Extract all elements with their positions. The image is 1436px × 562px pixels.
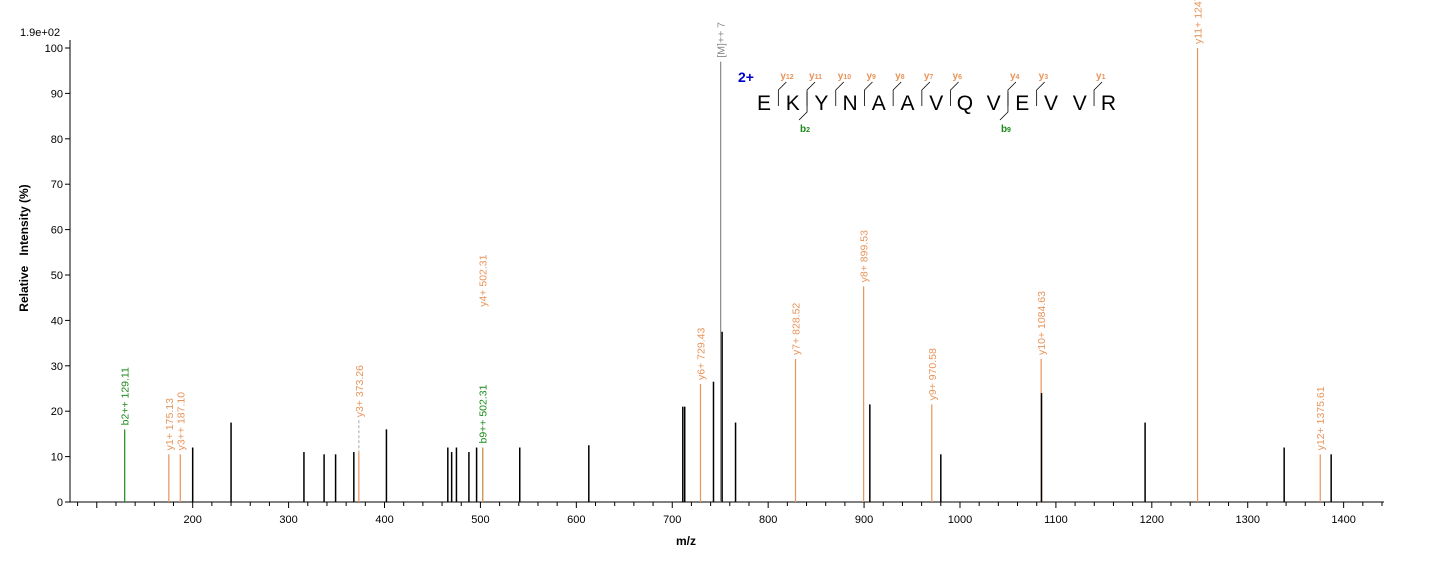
y-ion-bracket [864, 81, 873, 106]
y-ion-bracket [892, 81, 902, 106]
peak-label: y3++ 187.10 [175, 392, 187, 451]
y-ion-label: y4 [1010, 71, 1020, 82]
residue: N [843, 92, 858, 115]
peak-label: [M]++ 7 [716, 22, 728, 58]
x-tick-label: 1400 [1331, 514, 1355, 526]
y-ion-label: y1 [1096, 71, 1106, 82]
y-tick-label: 70 [51, 179, 63, 191]
residue: V [1073, 92, 1087, 115]
y-ion-index: 4 [1016, 74, 1020, 81]
y-ion-label: y6 [953, 71, 963, 82]
y-tick-label: 80 [51, 134, 63, 146]
axis-ticks: 0 10 20 30 40 50 60 70 80 90 100 200 300 400 500 600 700… [45, 43, 1383, 526]
peak-label: y9+ 970.58 [927, 348, 939, 400]
x-tick-label: 1300 [1235, 514, 1259, 526]
peak-label: b2++ 129.11 [120, 367, 132, 425]
y-tick-label: 100 [45, 43, 63, 55]
residue: E [1015, 92, 1029, 115]
peak-label: y6+ 729.43 [695, 328, 707, 380]
x-tick-label: 1200 [1140, 514, 1164, 526]
x-tick-label: 300 [279, 514, 297, 526]
y-ion-label: y12 [780, 71, 793, 82]
y-ion-index: 11 [815, 74, 823, 81]
y-ion-index: 7 [929, 74, 933, 81]
peak-label: y3+ 373.26 [354, 365, 366, 417]
residue: Y [814, 92, 828, 115]
y-ion-bracket [1036, 81, 1045, 106]
peaks [124, 48, 1332, 502]
y-ion-index: 8 [901, 74, 905, 81]
b-ion-bracket [798, 92, 808, 121]
y-tick-label: 20 [51, 406, 63, 418]
residue: Q [957, 92, 973, 115]
b-ion-index: 2 [806, 127, 810, 134]
residue: V [1044, 92, 1058, 115]
y-axis-title: Relative Intensity (%) [17, 184, 31, 311]
y-ion-index: 6 [958, 74, 962, 81]
y-ion-label: y11 [809, 71, 822, 82]
x-tick-label: 900 [855, 514, 873, 526]
y-ion-index: 9 [872, 74, 876, 81]
y-tick-label: 10 [51, 452, 63, 464]
peak-label: y4+ 502.31 [478, 254, 490, 306]
b-ion-index: 9 [1007, 127, 1011, 134]
peak-label: y1+ 175.13 [164, 398, 176, 450]
residue: K [786, 92, 800, 115]
residue: E [757, 92, 771, 115]
x-tick-label: 800 [759, 514, 777, 526]
x-tick-label: 200 [184, 514, 202, 526]
peak-label: y11+ 1247.70 [1193, 0, 1205, 44]
y-ion-label: y3 [1039, 71, 1049, 82]
y-ion-label: y9 [866, 71, 876, 82]
y-tick-label: 30 [51, 361, 63, 373]
peak-label: y8+ 899.53 [859, 230, 871, 282]
b-ion-bracket [999, 92, 1009, 121]
charge-state: 2+ [738, 69, 754, 85]
peak-label: b9++ 502.31 [478, 384, 490, 443]
y-tick-label: 0 [57, 497, 63, 509]
peak-label: y12+ 1375.61 [1315, 386, 1327, 450]
y-ion-label: y7 [924, 71, 934, 82]
y-tick-label: 90 [51, 88, 63, 100]
x-tick-label: 1100 [1044, 514, 1068, 526]
x-tick-label: 400 [375, 514, 393, 526]
y-ion-label: y10 [838, 71, 851, 82]
y-ion-bracket [921, 81, 931, 106]
y-ion-bracket [1093, 81, 1103, 106]
y-ion-index: 1 [1102, 74, 1106, 81]
y-tick-label: 60 [51, 225, 63, 237]
axes [69, 40, 1384, 503]
peak-labels: b2++ 129.11 y1+ 175.13 y3++ 187.10 y3+ 373.… [120, 0, 1328, 450]
y-ion-bracket [777, 81, 787, 106]
x-axis-title: m/z [676, 534, 696, 548]
x-tick-label: 700 [663, 514, 681, 526]
b-ion-label: b2 [800, 124, 810, 135]
y-tick-label: 50 [51, 270, 63, 282]
x-tick-label: 500 [471, 514, 489, 526]
y-ion-label: y8 [895, 71, 905, 82]
residue: V [929, 92, 943, 115]
peak-label: y7+ 828.52 [791, 303, 803, 355]
y-tick-label: 40 [51, 315, 63, 327]
y-ion-index: 3 [1044, 74, 1048, 81]
residue: R [1101, 92, 1116, 115]
peak-label: y10+ 1084.63 [1036, 291, 1048, 355]
residue: V [987, 92, 1001, 115]
b-ion-label: b9 [1001, 124, 1011, 135]
residue: A [872, 92, 886, 115]
max-intensity-label: 1.9e+02 [20, 27, 60, 39]
x-tick-label: 1000 [948, 514, 972, 526]
x-tick-label: 600 [567, 514, 585, 526]
y-ion-index: 10 [843, 74, 851, 81]
y-ion-bracket [950, 81, 959, 106]
y-ion-bracket [835, 81, 845, 106]
residue: A [900, 92, 914, 115]
y-ion-index: 12 [786, 74, 794, 81]
